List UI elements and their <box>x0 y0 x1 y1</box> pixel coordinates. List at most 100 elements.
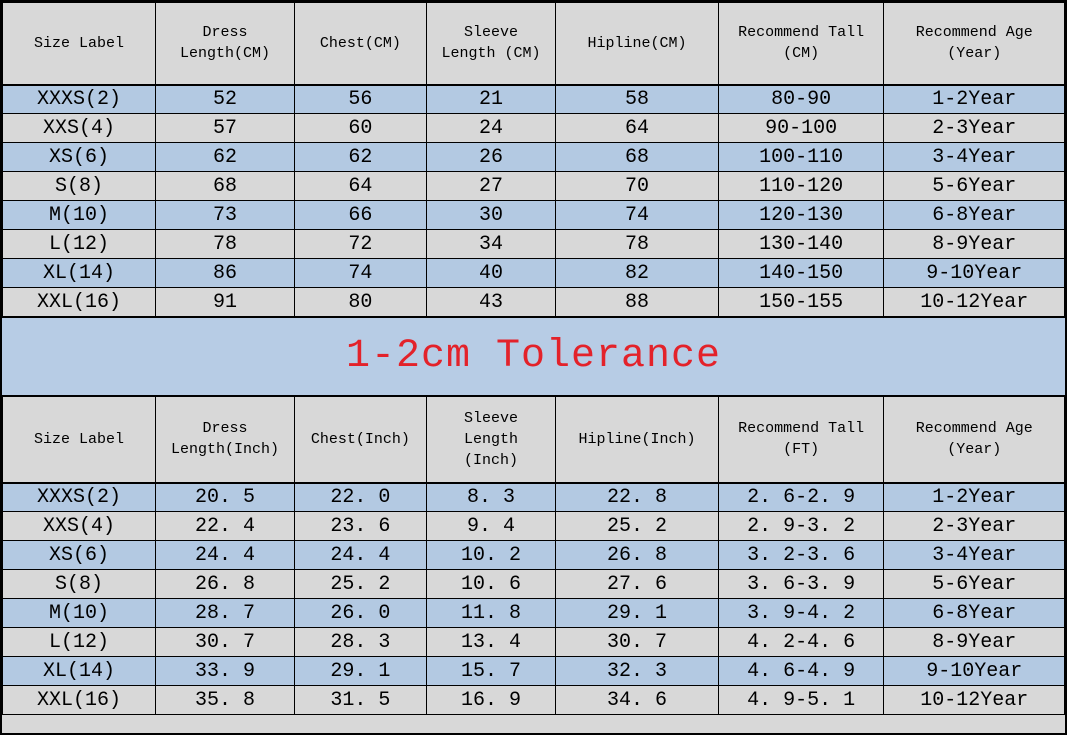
size-label-cell: XS(6) <box>2 142 156 172</box>
table-cell: 74 <box>294 258 427 288</box>
header-row: Size Label Dress Length(Inch) Chest(Inch) S… <box>2 396 1065 484</box>
table-cell: 26 <box>425 142 557 172</box>
table-cell: 26. 8 <box>154 569 296 599</box>
table-cell: 40 <box>425 258 557 288</box>
table-cell: 62 <box>294 142 427 172</box>
table-cell: 2. 6-2. 9 <box>717 482 885 512</box>
column-header: Dress Length(CM) <box>154 2 296 86</box>
table-cell: 11. 8 <box>425 598 557 628</box>
table-row: XL(14) 86 74 40 82 140-150 9-10Year <box>2 258 1065 288</box>
table-cell: 74 <box>555 200 719 230</box>
tolerance-banner-text: 1-2cm Tolerance <box>345 334 722 379</box>
table-cell: 3. 9-4. 2 <box>717 598 885 628</box>
table-cell: 4. 2-4. 6 <box>717 627 885 657</box>
table-cell: 88 <box>555 287 719 317</box>
size-label-cell: XXL(16) <box>2 287 156 317</box>
table-row: XXS(4) 22. 4 23. 6 9. 4 25. 2 2. 9-3. 2 2-3Yea… <box>2 511 1065 541</box>
size-label-cell: L(12) <box>2 627 156 657</box>
table-cell: 150-155 <box>717 287 885 317</box>
table-cell: 28. 3 <box>294 627 427 657</box>
table-row: XS(6) 62 62 26 68 100-110 3-4Year <box>2 142 1065 172</box>
size-label-cell: XL(14) <box>2 656 156 686</box>
table-cell: 5-6Year <box>883 171 1065 201</box>
column-header: Hipline(Inch) <box>555 396 719 484</box>
table-row: S(8) 68 64 27 70 110-120 5-6Year <box>2 171 1065 201</box>
table-cell: 20. 5 <box>154 482 296 512</box>
table-cell: 30 <box>425 200 557 230</box>
table-row: S(8) 26. 8 25. 2 10. 6 27. 6 3. 6-3. 9 5-6Year <box>2 569 1065 599</box>
table-cell: 78 <box>555 229 719 259</box>
table-row: XL(14) 33. 9 29. 1 15. 7 32. 3 4. 6-4. 9 9-10Y… <box>2 656 1065 686</box>
column-header: Hipline(CM) <box>555 2 719 86</box>
table-row: XXXS(2) 52 56 21 58 80-90 1-2Year <box>2 84 1065 114</box>
column-header: Sleeve Length (CM) <box>425 2 557 86</box>
table-cell: 22. 8 <box>555 482 719 512</box>
table-cell: 8-9Year <box>883 627 1065 657</box>
table-cell: 34. 6 <box>555 685 719 715</box>
table-cell: 2-3Year <box>883 511 1065 541</box>
table-cell: 6-8Year <box>883 200 1065 230</box>
table-row: L(12) 30. 7 28. 3 13. 4 30. 7 4. 2-4. 6 8-9Yea… <box>2 627 1065 657</box>
table-cell: 22. 0 <box>294 482 427 512</box>
table-cell: 1-2Year <box>883 482 1065 512</box>
table-cell: 52 <box>154 84 296 114</box>
table-cell: 33. 9 <box>154 656 296 686</box>
table-row: XS(6) 24. 4 24. 4 10. 2 26. 8 3. 2-3. 6 3-4Yea… <box>2 540 1065 570</box>
table-cell: 10-12Year <box>883 685 1065 715</box>
table-cell: 73 <box>154 200 296 230</box>
table-cell: 15. 7 <box>425 656 557 686</box>
table-cell: 66 <box>294 200 427 230</box>
column-header: Recommend Tall (CM) <box>717 2 885 86</box>
table-cell: 78 <box>154 229 296 259</box>
table-cell: 24. 4 <box>294 540 427 570</box>
table-row: XXL(16) 35. 8 31. 5 16. 9 34. 6 4. 9-5. 1 10-1… <box>2 685 1065 715</box>
table-cell: 110-120 <box>717 171 885 201</box>
table-cell: 60 <box>294 113 427 143</box>
table-row: XXS(4) 57 60 24 64 90-100 2-3Year <box>2 113 1065 143</box>
column-header: Recommend Age (Year) <box>883 396 1065 484</box>
table-cell: 31. 5 <box>294 685 427 715</box>
table-cell: 82 <box>555 258 719 288</box>
size-label-cell: XXXS(2) <box>2 482 156 512</box>
table-cell: 5-6Year <box>883 569 1065 599</box>
table-cell: 16. 9 <box>425 685 557 715</box>
table-cell: 8-9Year <box>883 229 1065 259</box>
size-label-cell: S(8) <box>2 171 156 201</box>
size-label-cell: M(10) <box>2 200 156 230</box>
size-label-cell: XXS(4) <box>2 511 156 541</box>
size-label-cell: XXL(16) <box>2 685 156 715</box>
table-cell: 120-130 <box>717 200 885 230</box>
table-cell: 24. 4 <box>154 540 296 570</box>
table-cell: 4. 6-4. 9 <box>717 656 885 686</box>
table-cell: 32. 3 <box>555 656 719 686</box>
size-label-cell: L(12) <box>2 229 156 259</box>
table-cell: 57 <box>154 113 296 143</box>
table-cell: 3. 2-3. 6 <box>717 540 885 570</box>
table-cell: 24 <box>425 113 557 143</box>
table-row: M(10) 73 66 30 74 120-130 6-8Year <box>2 200 1065 230</box>
size-table-cm: Size Label Dress Length(CM) Chest(CM) Sleev… <box>2 2 1065 317</box>
table-cell: 35. 8 <box>154 685 296 715</box>
header-row: Size Label Dress Length(CM) Chest(CM) Sleev… <box>2 2 1065 86</box>
size-label-cell: M(10) <box>2 598 156 628</box>
column-header: Dress Length(Inch) <box>154 396 296 484</box>
tolerance-banner: 1-2cm Tolerance <box>2 317 1065 396</box>
table-cell: 68 <box>555 142 719 172</box>
table-cell: 3-4Year <box>883 142 1065 172</box>
column-header: Chest(CM) <box>294 2 427 86</box>
table-cell: 80-90 <box>717 84 885 114</box>
table-cell: 80 <box>294 287 427 317</box>
table-cell: 43 <box>425 287 557 317</box>
table-cell: 9-10Year <box>883 258 1065 288</box>
table-cell: 8. 3 <box>425 482 557 512</box>
table-cell: 68 <box>154 171 296 201</box>
table-cell: 70 <box>555 171 719 201</box>
column-header: Chest(Inch) <box>294 396 427 484</box>
column-header: Sleeve Length (Inch) <box>425 396 557 484</box>
table-cell: 21 <box>425 84 557 114</box>
table-cell: 26. 8 <box>555 540 719 570</box>
table-row: XXXS(2) 20. 5 22. 0 8. 3 22. 8 2. 6-2. 9 1-2Ye… <box>2 482 1065 512</box>
table-cell: 25. 2 <box>555 511 719 541</box>
table-cell: 64 <box>294 171 427 201</box>
column-header: Size Label <box>2 396 156 484</box>
